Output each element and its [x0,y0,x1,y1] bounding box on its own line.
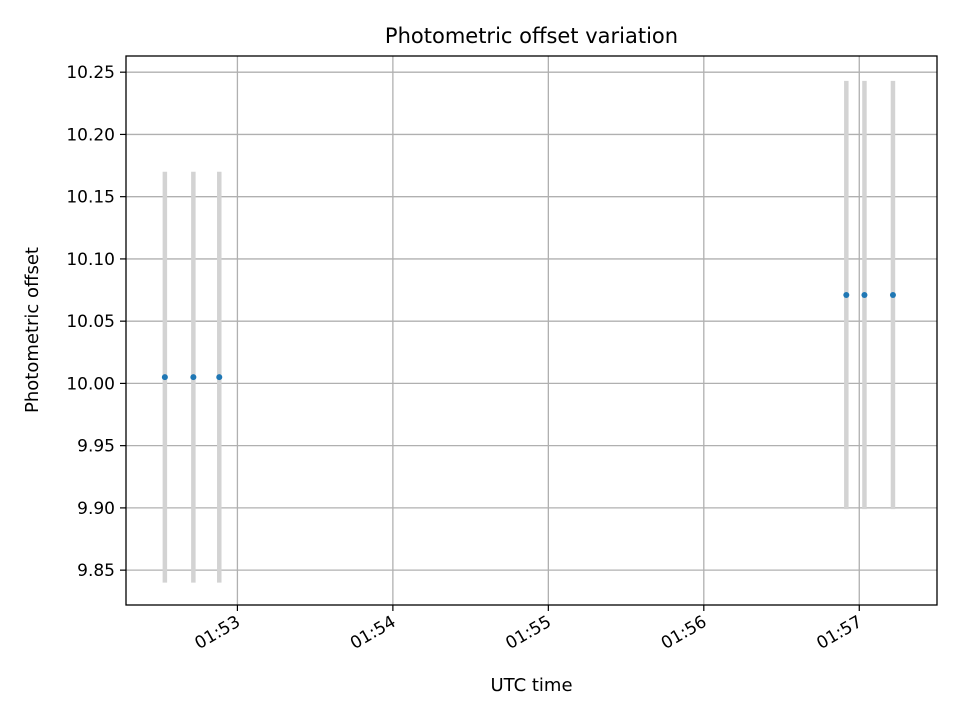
y-tick-label: 10.25 [66,63,115,83]
grid-layer [126,56,937,605]
y-tick-label: 10.20 [66,125,115,145]
data-point [843,292,850,299]
y-tick-label: 9.85 [77,561,115,581]
point-layer [161,292,896,381]
y-tick-label: 10.10 [66,250,115,270]
y-tick-label: 10.05 [66,312,115,332]
x-axis-label: UTC time [490,675,572,696]
y-tick-layer: 9.85 9.90 9.95 10.00 10.05 10.10 10.15 10.20 10.… [66,63,126,581]
data-point [161,374,168,381]
y-axis-label: Photometric offset [22,247,43,413]
data-point [861,292,868,299]
plot-frame [125,55,938,606]
chart-title: Photometric offset variation [385,24,678,48]
y-tick-label: 9.90 [77,499,115,519]
y-tick-label: 10.00 [66,374,115,394]
data-point [190,374,197,381]
y-tick-label: 9.95 [77,437,115,457]
y-tick-label: 10.15 [66,188,115,208]
data-point [889,292,896,299]
data-point [216,374,223,381]
